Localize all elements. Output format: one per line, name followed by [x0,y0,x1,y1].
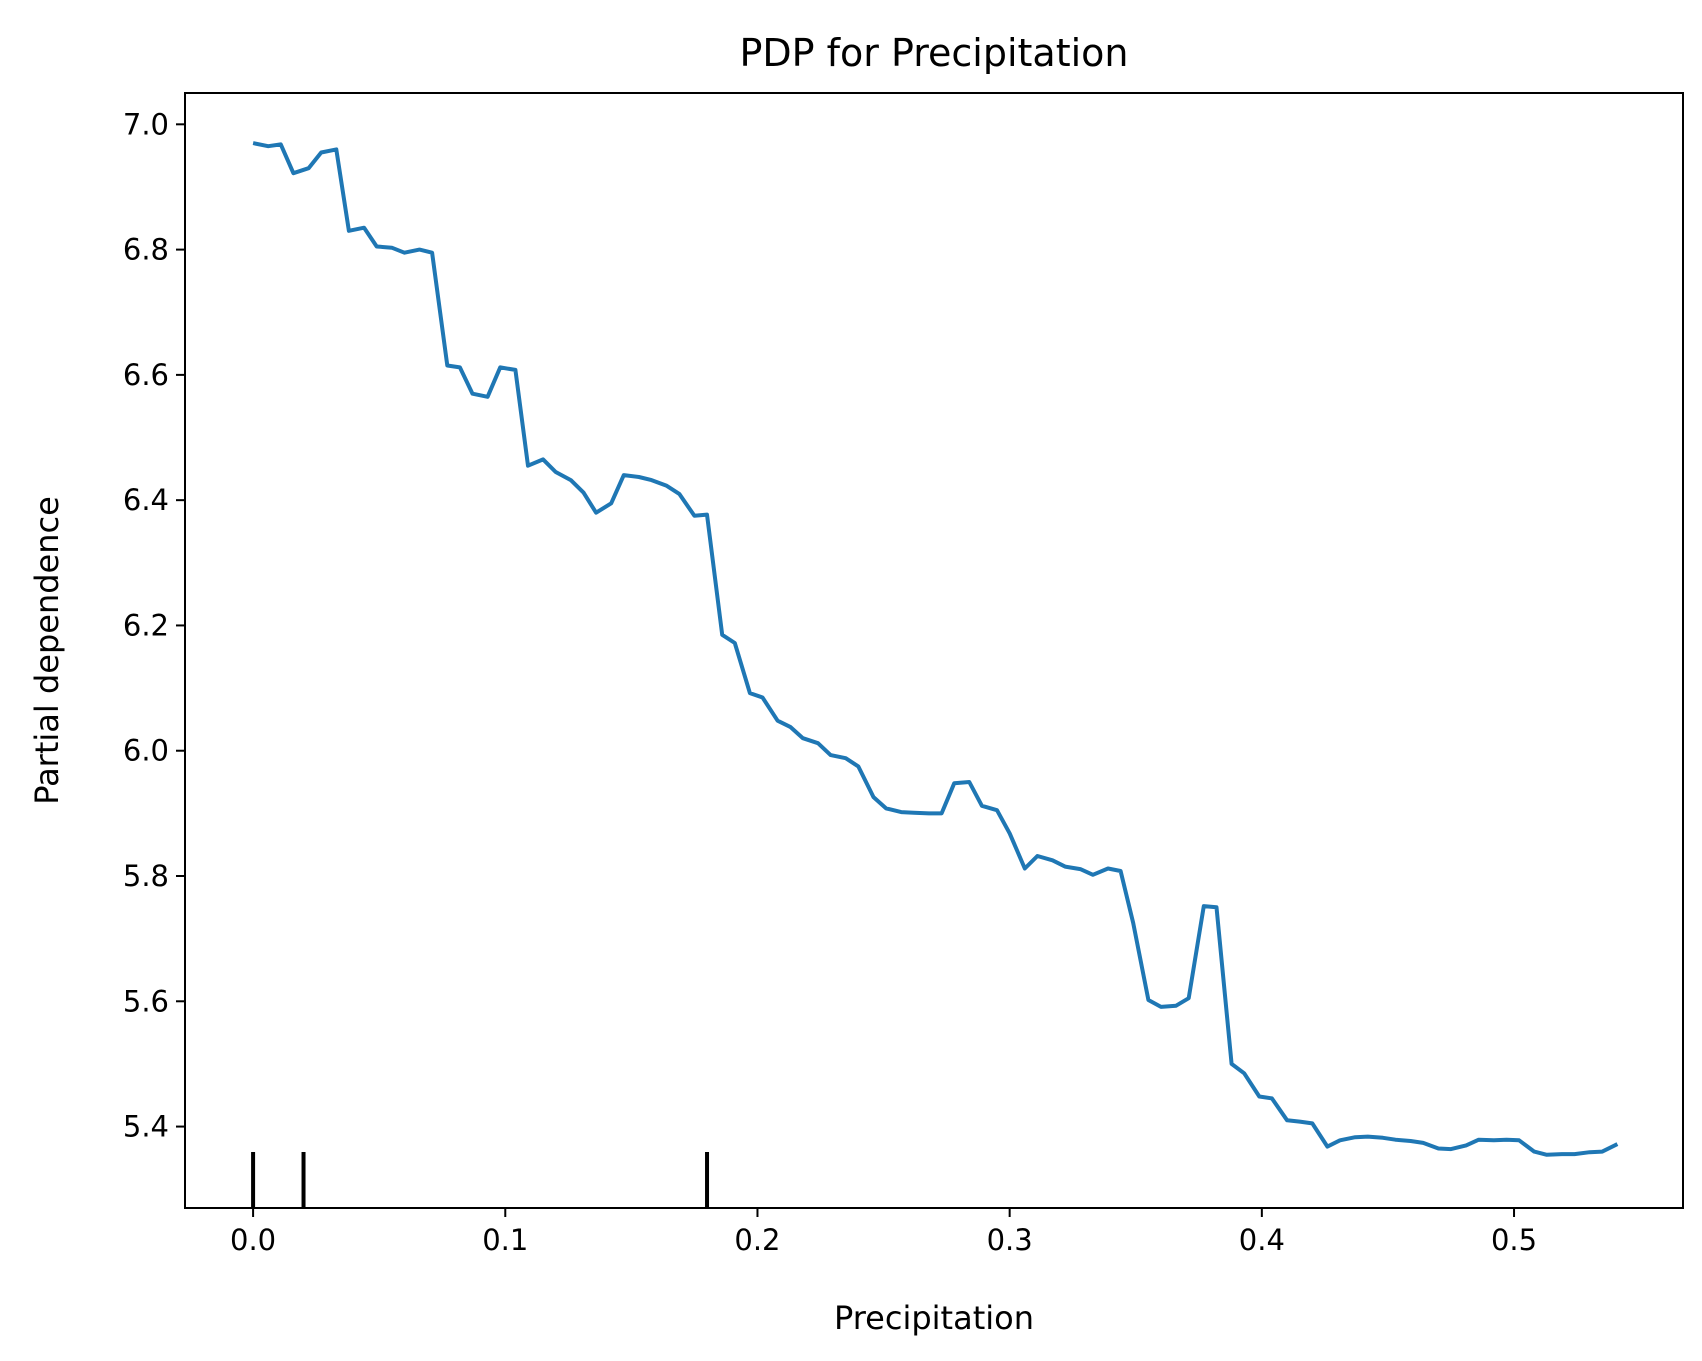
y-tick-label: 6.0 [123,734,169,768]
pdp-line [252,141,1619,1157]
x-tick-label: 0.5 [1491,1223,1537,1257]
y-tick-label: 6.6 [123,358,169,392]
chart-title: PDP for Precipitation [739,31,1128,75]
y-tick-label: 5.6 [123,984,169,1018]
y-axis-title: Partial dependence [28,496,66,805]
x-axis-ticks: 0.0 0.1 0.2 0.3 0.4 0.5 [230,1208,1537,1257]
x-tick-label: 0.0 [230,1223,276,1257]
y-tick-label: 6.8 [123,233,169,267]
y-tick-label: 5.4 [123,1110,169,1144]
y-tick-label: 6.4 [123,483,169,517]
x-tick-label: 0.3 [987,1223,1033,1257]
plot-frame [184,92,1684,1209]
x-tick-label: 0.1 [482,1223,528,1257]
y-tick-label: 6.2 [123,608,169,642]
x-tick-label: 0.2 [734,1223,780,1257]
x-tick-label: 0.4 [1239,1223,1285,1257]
pdp-line-layer [252,141,1619,1157]
decile-rug [251,1152,710,1208]
x-axis-title: Precipitation [834,1299,1034,1337]
y-tick-label: 5.8 [123,859,169,893]
y-axis-ticks: 5.4 5.6 5.8 6.0 6.2 6.4 6.6 6.8 7.0 [123,107,185,1144]
y-tick-label: 7.0 [123,107,169,141]
